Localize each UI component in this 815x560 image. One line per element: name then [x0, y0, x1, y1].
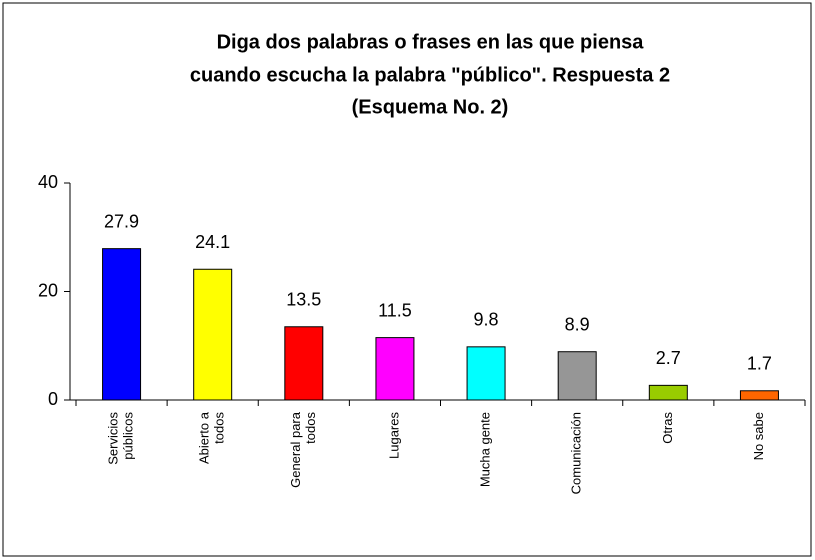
- x-tick-label: No sabe: [751, 412, 766, 460]
- value-label: 2.7: [656, 348, 681, 368]
- bar: [375, 337, 415, 401]
- value-label: 9.8: [474, 310, 499, 330]
- y-tick-label: 40: [38, 172, 58, 192]
- x-tick-label: Servicios: [106, 412, 121, 465]
- x-tick-label: Mucha gente: [478, 412, 493, 487]
- bar: [284, 326, 324, 401]
- value-label: 1.7: [747, 354, 772, 374]
- x-tick-label: General para: [288, 411, 303, 488]
- value-label: 27.9: [104, 211, 139, 231]
- bar: [466, 346, 506, 401]
- bar: [193, 268, 233, 401]
- value-label: 11.5: [378, 300, 412, 320]
- y-tick-label: 20: [38, 280, 58, 300]
- chart-title: Diga dos palabras o frases en las que pi…: [217, 31, 645, 53]
- value-label: 13.5: [286, 290, 321, 310]
- x-tick-label: Comunicación: [569, 412, 584, 494]
- x-tick-label: Lugares: [386, 412, 401, 459]
- x-tick-label: todos: [303, 412, 318, 444]
- value-label: 8.9: [565, 314, 590, 334]
- bar: [102, 248, 142, 401]
- bar: [739, 390, 779, 401]
- x-tick-label: Abierto a: [197, 411, 212, 464]
- bar: [557, 351, 597, 401]
- chart-title: cuando escucha la palabra "público". Res…: [190, 64, 670, 86]
- y-tick-label: 0: [48, 389, 58, 409]
- x-tick-label: públicos: [121, 412, 136, 460]
- bar: [648, 384, 688, 401]
- value-label: 24.1: [195, 232, 230, 252]
- x-tick-label: Otras: [660, 412, 675, 444]
- chart-title: (Esquema No. 2): [352, 96, 509, 118]
- x-tick-label: todos: [212, 412, 227, 444]
